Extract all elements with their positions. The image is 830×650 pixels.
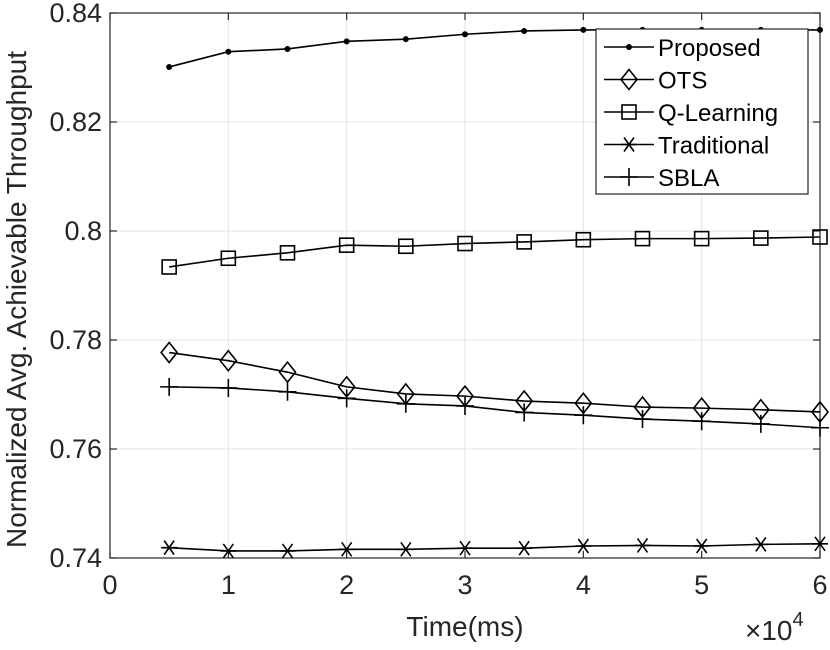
data-point-square	[457, 235, 473, 252]
series-line	[169, 236, 821, 268]
axis-ticks: 0 1 2 3 4 5 6 0.74 0.76 0.78 0.8 0.82 0.84	[49, 0, 827, 600]
legend-label: SBLA	[658, 165, 719, 192]
y-tick-label: 0.74	[49, 543, 102, 573]
x-axis-label: Time(ms)	[406, 611, 523, 642]
series-traditional	[161, 536, 828, 559]
data-point-diamond	[160, 341, 179, 364]
data-point-asterisk	[338, 541, 355, 557]
data-point-asterisk	[220, 543, 237, 559]
series-line	[169, 386, 821, 429]
data-point-dot	[343, 38, 350, 45]
data-point-asterisk	[693, 538, 710, 554]
data-point-dot	[521, 27, 528, 34]
data-point-dot	[817, 26, 823, 33]
series-line	[169, 543, 821, 552]
x-tick-label: 5	[694, 570, 709, 600]
data-point-plus	[692, 412, 711, 431]
data-point-asterisk	[161, 540, 178, 556]
legend-label: Q-Learning	[658, 100, 778, 127]
data-point-square	[753, 230, 769, 246]
data-point-square	[693, 230, 710, 247]
legend-entry: SBLA	[604, 165, 719, 192]
series-line	[169, 351, 821, 413]
data-point-dot	[580, 26, 587, 33]
x-tick-label: 1	[221, 570, 236, 600]
y-tick-label: 0.8	[64, 216, 102, 246]
data-point-square	[575, 231, 592, 248]
data-point-dot	[166, 63, 173, 70]
legend: Proposed OTS Q-Learning Traditional SBLA	[595, 28, 809, 195]
data-point-asterisk	[634, 538, 651, 553]
y-tick-label: 0.78	[49, 325, 102, 355]
data-point-plus	[633, 410, 652, 429]
data-point-asterisk	[516, 540, 533, 556]
x-tick-label: 3	[457, 570, 472, 600]
series-q-learning	[161, 229, 828, 275]
legend-label: Proposed	[658, 35, 761, 62]
legend-label: Traditional	[658, 133, 769, 160]
data-point-square	[279, 245, 296, 261]
data-point-plus	[278, 382, 297, 401]
series-sbla	[160, 377, 829, 437]
legend-entry: Proposed	[604, 35, 761, 62]
data-point-dot	[626, 44, 632, 50]
data-point-square	[621, 104, 637, 120]
data-point-asterisk	[621, 137, 637, 152]
data-point-square	[161, 259, 177, 275]
data-point-asterisk	[397, 541, 414, 557]
data-point-dot	[284, 45, 291, 52]
data-point-diamond	[219, 349, 238, 372]
y-tick-label: 0.76	[49, 434, 102, 464]
data-point-plus	[811, 418, 829, 437]
data-point-plus	[574, 406, 593, 425]
x-tick-label: 4	[576, 570, 591, 600]
data-point-asterisk	[812, 536, 828, 552]
y-tick-label: 0.82	[49, 107, 102, 137]
data-point-plus	[219, 378, 238, 397]
data-point-dot	[225, 48, 232, 55]
data-point-square	[338, 237, 355, 253]
data-point-square	[220, 250, 237, 267]
data-point-plus	[515, 403, 534, 422]
y-axis-label: Normalized Avg. Achievable Throughput	[1, 51, 32, 548]
x-tick-label: 6	[812, 570, 827, 600]
data-point-asterisk	[279, 543, 296, 559]
legend-entry: OTS	[604, 68, 707, 95]
data-point-diamond	[278, 360, 297, 384]
data-point-dot	[402, 36, 409, 43]
legend-entry: Q-Learning	[604, 100, 778, 127]
data-point-dot	[462, 31, 468, 38]
data-point-asterisk	[752, 536, 769, 552]
legend-entry: Traditional	[604, 133, 769, 160]
y-tick-label: 0.84	[49, 0, 102, 28]
data-point-asterisk	[457, 540, 473, 556]
data-point-diamond	[619, 68, 639, 91]
data-point-plus	[456, 396, 474, 415]
series-group	[160, 26, 830, 559]
data-point-plus	[160, 377, 179, 396]
data-point-plus	[337, 389, 356, 408]
data-point-square	[812, 229, 828, 245]
x-axis-multiplier: ×104	[745, 609, 804, 646]
data-point-plus	[620, 168, 638, 186]
x-axis-multiplier-base: ×10	[745, 615, 793, 646]
legend-label: OTS	[658, 68, 707, 95]
data-point-plus	[396, 394, 415, 413]
data-point-asterisk	[575, 538, 592, 554]
data-point-plus	[751, 414, 770, 433]
data-point-square	[398, 238, 414, 255]
x-tick-label: 2	[339, 570, 354, 600]
x-tick-label: 0	[102, 570, 117, 600]
data-point-square	[516, 234, 532, 250]
x-axis-multiplier-exponent: 4	[793, 609, 804, 631]
data-point-square	[634, 230, 651, 247]
